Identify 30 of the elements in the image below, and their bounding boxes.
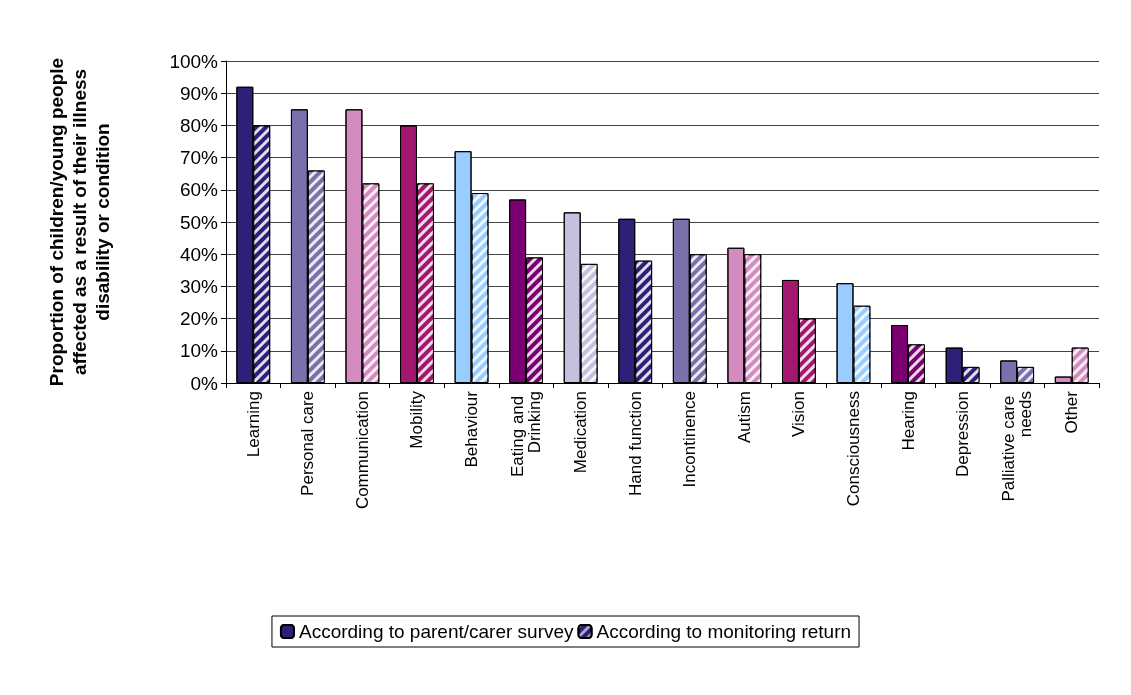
y-tick-label: 0% — [190, 372, 219, 394]
y-tick-label: 50% — [179, 211, 219, 233]
y-tick-label: 20% — [179, 308, 219, 330]
x-tick-label: Learning — [243, 391, 263, 458]
x-tick-label: Mobility — [407, 390, 427, 449]
x-tick-label: Autism — [734, 391, 754, 443]
x-tick-label: Palliative care needs — [999, 391, 1036, 502]
y-tick-label: 100% — [169, 50, 219, 72]
y-tick-label: 80% — [179, 114, 219, 136]
x-tick-label: Hearing — [898, 391, 918, 451]
y-tick-label: 70% — [179, 147, 219, 169]
x-tick-label: Depression — [953, 391, 973, 477]
x-tick-label: Other — [1062, 390, 1082, 434]
y-tick-label: 90% — [179, 82, 219, 104]
x-tick-label: Hand function — [625, 391, 645, 496]
x-tick-label: Incontinence — [680, 391, 700, 488]
x-tick-label: Consciousness — [843, 391, 863, 507]
x-tick-label: Medication — [571, 391, 591, 474]
x-tick-label: Behaviour — [462, 390, 482, 468]
y-tick-label: 30% — [179, 275, 219, 297]
y-axis-title: Proportion of children/young people affected as a result of their illness disability or condition — [46, 57, 113, 387]
legend-label: According to parent/carer survey — [298, 621, 575, 642]
y-tick-label: 60% — [179, 179, 219, 201]
legend-label: According to monitoring return — [596, 621, 852, 642]
y-tick-label: 10% — [179, 340, 219, 362]
x-tick-label: Eating and Drinking — [508, 391, 545, 478]
x-tick-label: Personal care — [298, 391, 318, 496]
x-tick-label: Communication — [352, 391, 372, 510]
x-tick-label: Vision — [789, 391, 809, 437]
y-tick-label: 40% — [179, 243, 219, 265]
